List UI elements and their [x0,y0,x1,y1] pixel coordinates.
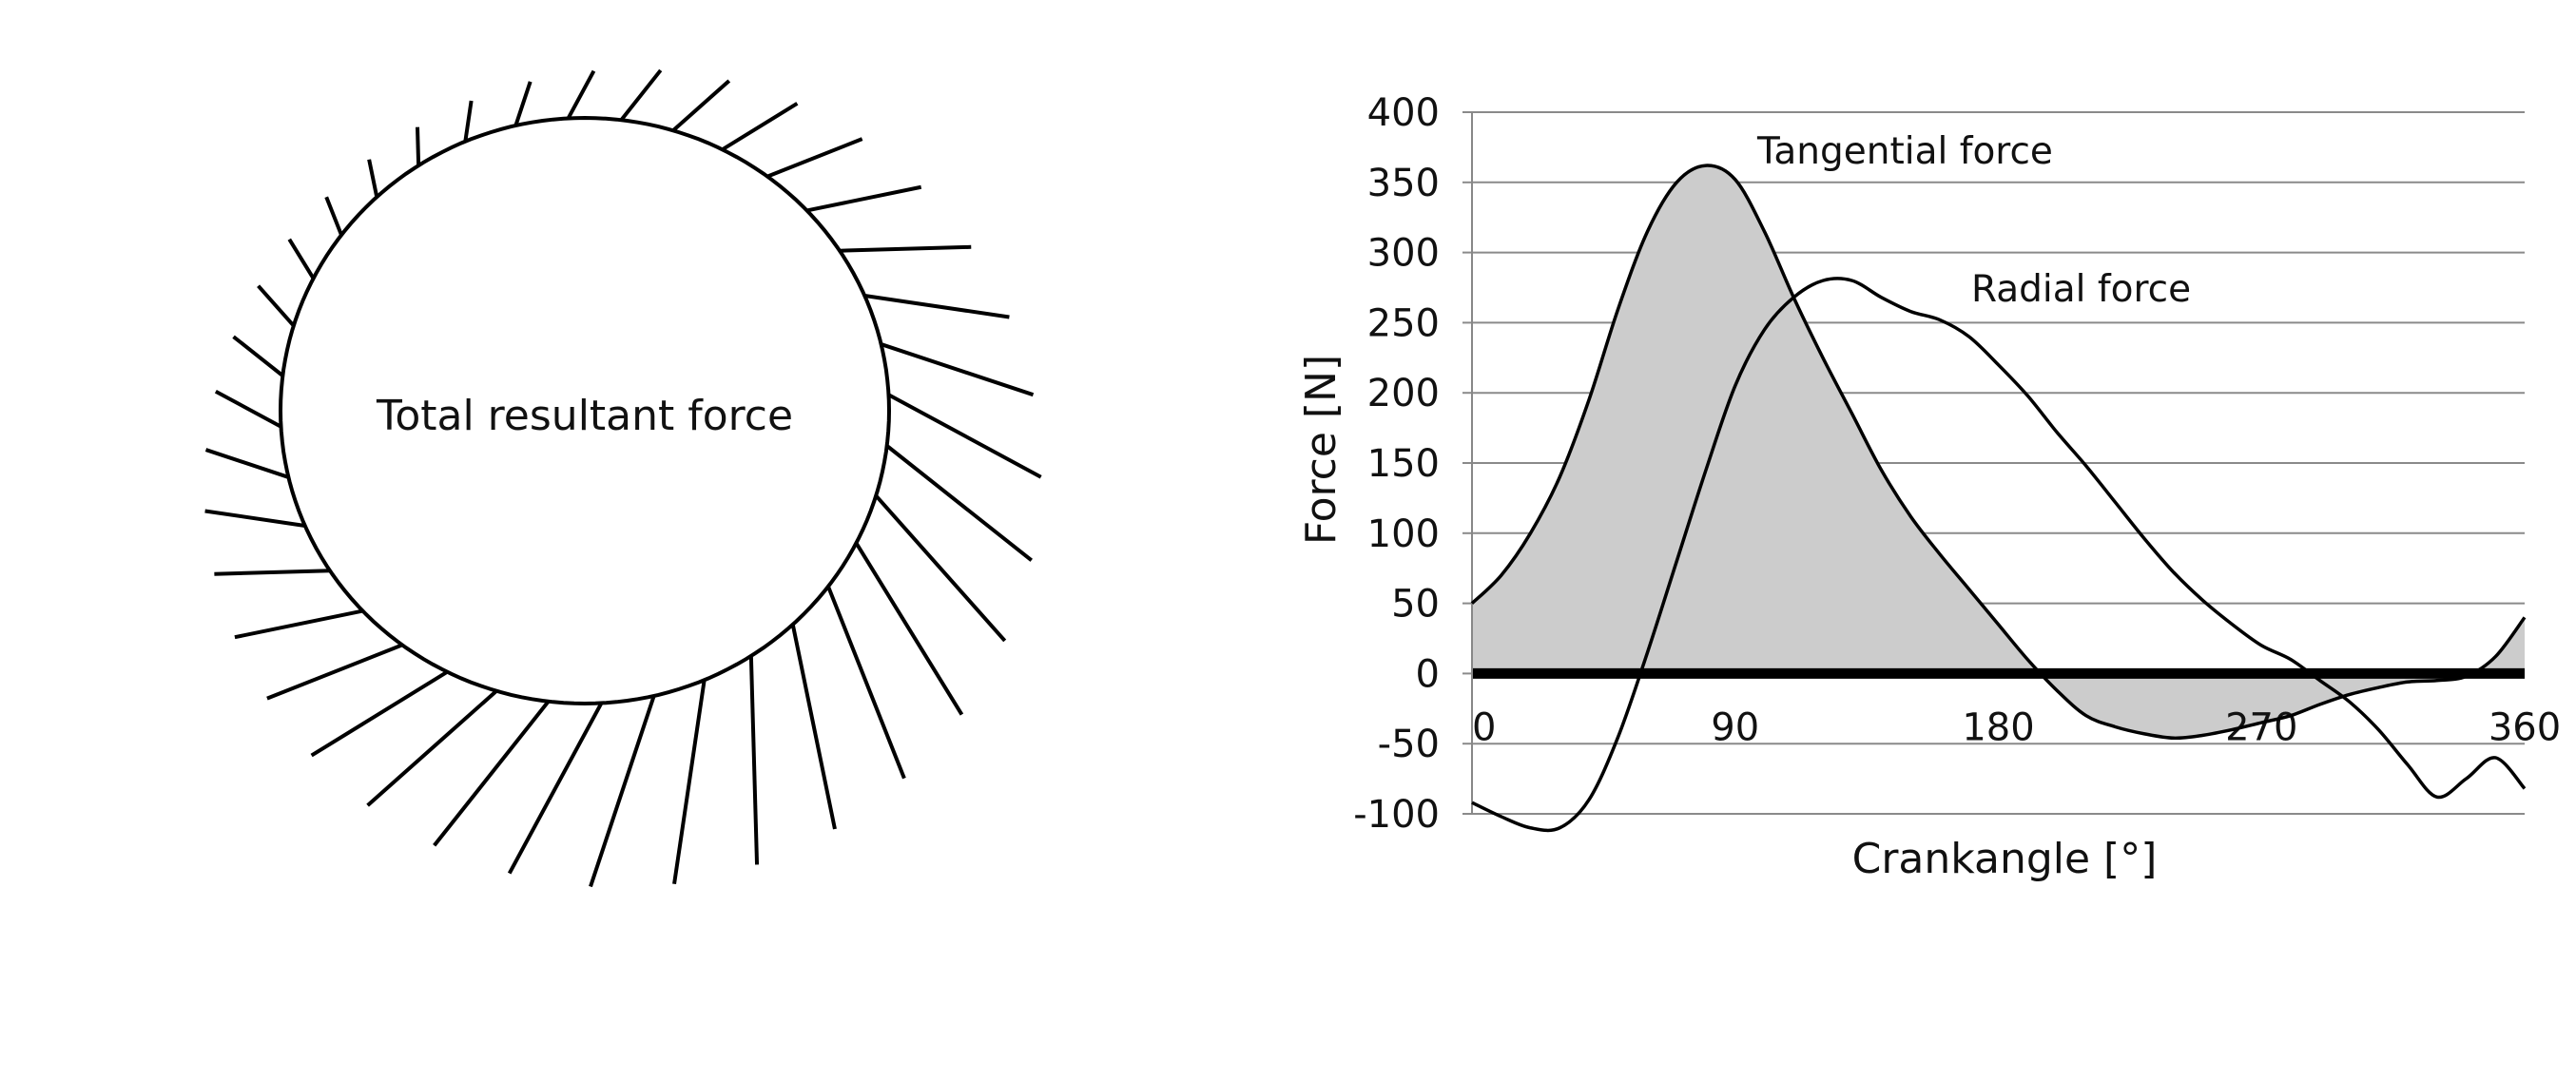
y-tick-label: 0 [1416,652,1440,696]
y-tick-label: 250 [1367,301,1440,345]
y-tick-label: 200 [1367,372,1440,415]
y-tick-label: 400 [1367,91,1440,135]
polar-vector [671,79,731,132]
polar-vector [257,284,296,327]
y-tick-label: -100 [1353,793,1440,837]
y-tick-label: 100 [1367,512,1440,556]
polar-vector [463,100,474,143]
polar-vector [806,184,922,213]
x-axis-label: Crankangle [°] [1852,835,2158,883]
tangential-force-label: Tangential force [1756,130,2053,173]
polar-vector [433,700,551,847]
polar-vector [766,137,863,179]
x-tick-label: 90 [1711,705,1759,749]
y-tick-label: 300 [1367,232,1440,276]
polar-vector [204,448,289,479]
polar-vector [232,335,284,377]
polar-vector [863,294,1010,319]
polar-vector [415,126,421,166]
polar-vector [214,569,331,576]
polar-vector [214,389,282,429]
polar-vector [266,643,403,701]
y-tick-label: 150 [1367,442,1440,486]
polar-vector [790,624,837,830]
tangential-force-line [1470,164,2527,741]
polar-vector [826,586,906,780]
polar-vector [887,393,1042,479]
y-tick-labels: 400 350 300 250 200 150 100 50 0 -50 -100 [1353,91,1440,837]
y-axis-label: Force [N] [1297,355,1346,545]
polar-vector [881,342,1035,397]
polar-vector [310,670,449,758]
polar-vector [721,102,799,151]
polar-vector [513,81,533,126]
polar-vector [619,68,663,122]
polar-vector [672,679,707,885]
x-tick-label: 180 [1962,705,2034,749]
x-tick-label: 0 [1472,705,1496,749]
polar-vector [854,542,964,716]
radial-force-label: Radial force [1971,268,2191,311]
y-tick-label: 350 [1367,162,1440,205]
polar-vector [885,444,1033,562]
polar-vector [324,196,343,236]
polar-vector [234,608,363,640]
polar-vector [366,689,498,807]
polar-label: Total resultant force [376,392,793,440]
polar-vector [287,238,316,280]
y-tick-label: 50 [1391,583,1440,627]
radial-force-line [1471,277,2527,833]
y-tick-label: -50 [1378,723,1440,766]
tangential-force-fill [1472,165,2525,739]
polar-vector [367,159,379,198]
polar-vector [589,695,656,888]
polar-vector [566,69,596,120]
polar-vector [507,702,604,875]
x-tick-label: 360 [2489,705,2561,749]
polar-force-diagram: Total resultant force [204,68,1042,888]
polar-vector [874,494,1007,643]
polar-vector [204,509,306,528]
polar-outline [278,115,892,706]
polar-vectors [204,68,1042,888]
polar-vector [748,655,760,865]
polar-vector [839,244,972,253]
